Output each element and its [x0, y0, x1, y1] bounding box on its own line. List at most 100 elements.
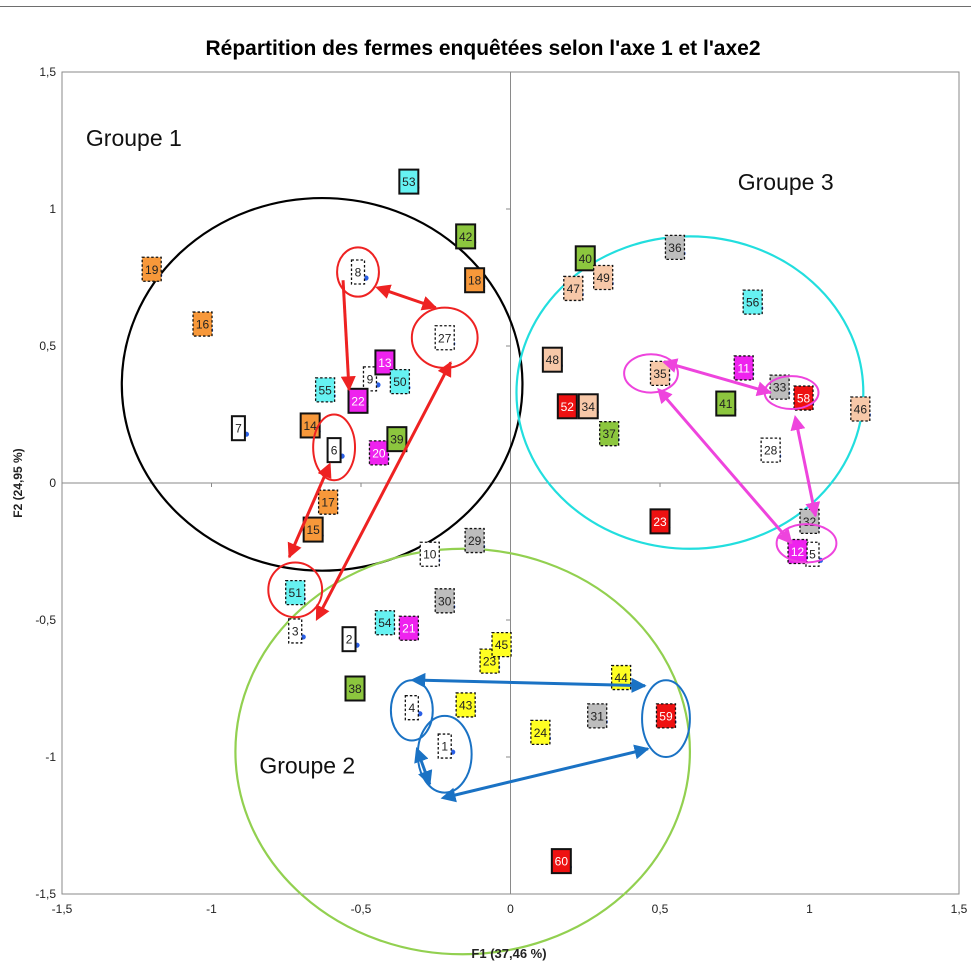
highlight-ellipse — [641, 679, 691, 759]
arrow — [414, 747, 433, 786]
point-box — [398, 168, 420, 195]
point-box — [793, 385, 814, 411]
point-box — [464, 527, 485, 554]
point-label: 29 — [468, 534, 482, 548]
x-tick-label: 0,5 — [652, 902, 669, 916]
point-label: 5 — [809, 548, 816, 562]
x-tick-label: 1,5 — [951, 902, 968, 916]
point-label: 9 — [367, 372, 374, 386]
point-label: 2 — [346, 633, 353, 647]
point-box — [655, 703, 677, 729]
point-box — [491, 632, 512, 658]
point-box — [192, 311, 213, 337]
point-box — [664, 234, 686, 261]
point-label: 55 — [318, 383, 332, 397]
point-box — [344, 675, 366, 702]
point-label: 52 — [561, 400, 575, 414]
point-label: 17 — [321, 496, 335, 510]
point-label: 18 — [468, 274, 482, 288]
point-label: 10 — [423, 548, 437, 562]
point-label: 40 — [579, 252, 593, 266]
point-label: 38 — [348, 682, 362, 696]
point-label: 48 — [546, 353, 560, 367]
x-tick-labels: -1,5 -1 -0,5 0 0,5 1 1,5 — [52, 483, 968, 916]
group-label: Groupe 2 — [259, 752, 355, 778]
point-box — [599, 421, 620, 447]
point-label: 50 — [393, 375, 407, 389]
point-label: 35 — [653, 367, 667, 381]
group-ellipse — [234, 547, 692, 956]
point-label: 59 — [659, 709, 673, 723]
point-box — [587, 703, 608, 729]
y-tick-label: 1 — [49, 202, 56, 216]
point-label: 43 — [459, 698, 473, 712]
y-tick-label: -0,5 — [35, 613, 56, 627]
point-label: 47 — [567, 282, 581, 296]
point-box — [341, 626, 357, 653]
point-box — [404, 695, 419, 721]
point-label: 27 — [438, 331, 452, 345]
point-label: 45 — [495, 638, 509, 652]
x-tick-label: -1,5 — [52, 902, 73, 916]
point-label: 12 — [791, 545, 805, 559]
y-tick-labels: 1,5 1 0,5 0 -0,5 -1 -1,5 — [35, 65, 510, 901]
point-label: 39 — [390, 433, 404, 447]
x-tick-label: 1 — [806, 902, 813, 916]
point-label: 6 — [331, 444, 338, 458]
group-label: Groupe 3 — [738, 169, 834, 195]
x-tick-label: 0 — [507, 902, 514, 916]
point-label: 46 — [854, 403, 868, 417]
point-label: 4 — [408, 701, 415, 715]
point-label: 1 — [441, 740, 448, 754]
point-label: 7 — [235, 422, 242, 436]
point-label: 13 — [378, 356, 392, 370]
highlight-ellipses — [267, 246, 838, 794]
point-box — [563, 275, 584, 302]
point-label: 34 — [582, 400, 596, 414]
arrow — [410, 672, 647, 693]
point-label: 54 — [378, 616, 392, 630]
point-box — [805, 541, 820, 567]
point-label: 44 — [614, 671, 628, 685]
arrow — [657, 387, 793, 545]
y-tick-label: 1,5 — [39, 65, 56, 79]
x-tick-label: -1 — [206, 902, 217, 916]
point-box — [530, 719, 551, 745]
point-label: 19 — [145, 263, 159, 277]
point-label: 8 — [355, 266, 362, 280]
point-box — [574, 245, 596, 272]
point-box — [464, 267, 486, 294]
y-tick-label: 0,5 — [39, 339, 56, 353]
point-box — [541, 346, 563, 373]
point-box — [455, 692, 476, 718]
group-label: Groupe 1 — [86, 125, 182, 151]
point-box — [577, 393, 599, 420]
point-label: 31 — [591, 709, 605, 723]
point-label: 53 — [402, 175, 416, 189]
point-label: 41 — [719, 397, 733, 411]
point-label: 24 — [534, 726, 548, 740]
point-label: 20 — [372, 446, 386, 460]
y-tick-label: -1,5 — [35, 887, 56, 901]
point-label: 42 — [459, 230, 473, 244]
point-label: 22 — [351, 394, 365, 408]
x-tick-label: -0,5 — [351, 902, 372, 916]
point-label: 16 — [196, 318, 210, 332]
point-label: 33 — [773, 381, 787, 395]
point-label: 60 — [555, 855, 569, 869]
point-box — [593, 264, 614, 291]
arrow — [340, 280, 356, 392]
top-rule — [0, 6, 971, 7]
point-label: 36 — [668, 241, 682, 255]
group-labels: Groupe 1 Groupe 2 Groupe 3 — [86, 125, 834, 778]
point-label: 11 — [737, 361, 750, 375]
point-label: 32 — [803, 515, 817, 529]
point-box — [141, 256, 162, 282]
data-points: 1234567891011121314151617181920212223232… — [141, 168, 871, 875]
point-box — [556, 393, 578, 420]
y-tick-label: -1 — [45, 750, 56, 764]
arrow — [315, 361, 453, 622]
point-label: 51 — [289, 586, 303, 600]
point-box — [550, 848, 572, 875]
